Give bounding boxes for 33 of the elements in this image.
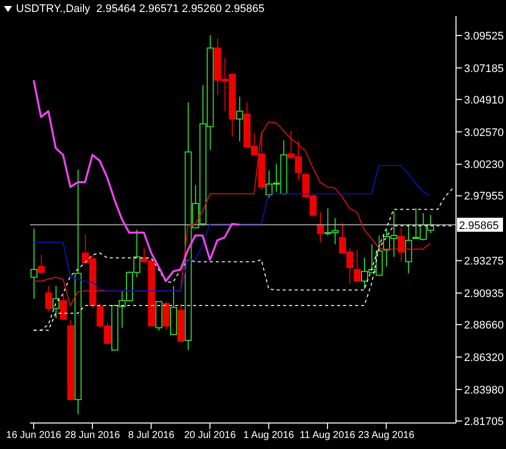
y-tick-label: 2.93275 — [464, 256, 504, 268]
y-tick-label: 3.00230 — [464, 159, 504, 172]
candlestick — [30, 228, 38, 300]
candlestick — [52, 285, 60, 319]
y-tick-label: 2.88660 — [464, 320, 504, 332]
y-tick-label: 2.97955 — [464, 190, 504, 203]
x-tick-label: 23 Aug 2016 — [358, 430, 415, 442]
candlestick — [354, 249, 361, 283]
x-tick-label: 1 Aug 2016 — [243, 430, 294, 442]
candlestick — [405, 223, 412, 274]
chart-title: USDTRY.,Daily 2.95464 2.96571 2.95260 2.95865 — [16, 3, 264, 15]
x-tick-label: 16 Jun 2016 — [6, 430, 62, 442]
x-tick-label: 20 Jul 2016 — [184, 430, 236, 442]
y-tick-label: 2.86320 — [464, 352, 504, 364]
x-tick-label: 8 Jul 2016 — [128, 430, 175, 442]
y-tick-label: 3.09525 — [464, 30, 504, 42]
y-tick-label: 3.07185 — [464, 62, 504, 75]
candlestick — [398, 227, 405, 262]
line-series — [33, 165, 431, 292]
candlestick — [45, 285, 52, 312]
ref-line-label: 2.95865 — [459, 220, 499, 232]
y-tick-label: 2.90935 — [464, 288, 504, 300]
candlestick — [236, 96, 244, 142]
candlestick — [60, 293, 67, 321]
y-tick-label: 3.04910 — [464, 94, 504, 106]
line-series — [32, 79, 240, 282]
x-tick-label: 11 Aug 2016 — [300, 430, 356, 442]
x-tick-label: 28 Jun 2016 — [64, 430, 120, 442]
candlestick — [38, 254, 45, 273]
y-tick-label: 2.81705 — [464, 416, 504, 428]
y-tick-label: 3.02570 — [464, 126, 504, 139]
candlestick — [162, 301, 170, 330]
y-tick-label: 2.83980 — [464, 384, 504, 396]
